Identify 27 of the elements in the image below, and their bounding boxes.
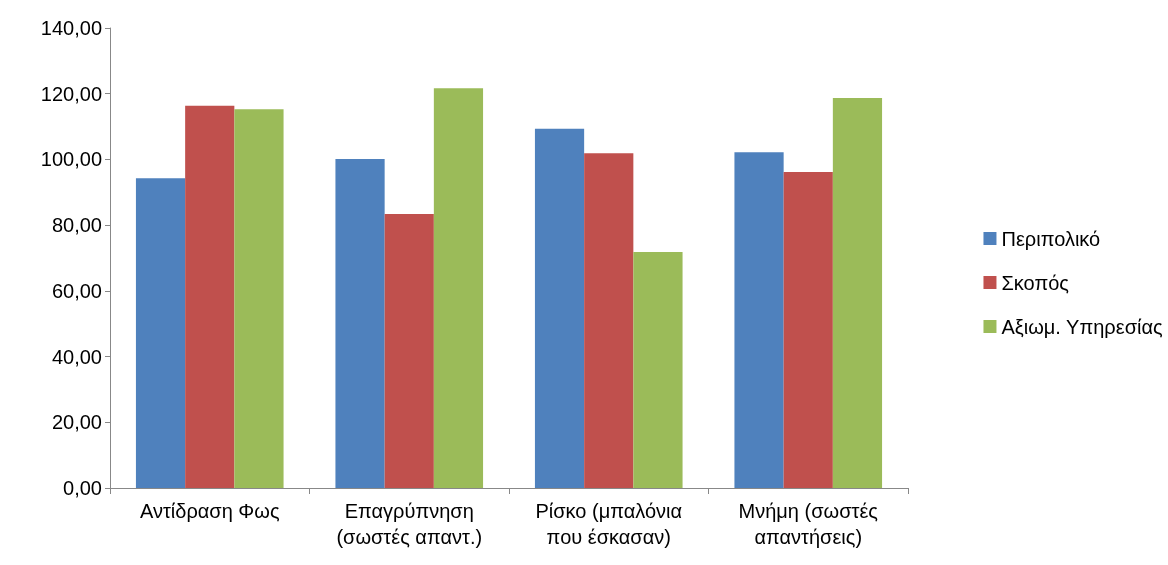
y-tick-label: 40,00 — [51, 345, 102, 368]
bar — [783, 171, 833, 488]
bar — [734, 152, 784, 488]
y-tick-label: 140,00 — [40, 17, 102, 39]
bar — [584, 153, 634, 488]
bar — [384, 213, 434, 488]
y-tick-label: 120,00 — [40, 82, 102, 105]
y-tick-label: 20,00 — [51, 411, 102, 434]
legend-label: Περιπολικό — [1001, 227, 1101, 250]
y-tick-label: 60,00 — [51, 279, 102, 302]
bar — [234, 109, 284, 488]
legend-label: Αξιωμ. Υπηρεσίας — [1001, 315, 1163, 338]
bar — [832, 97, 883, 488]
x-tick-label: Επαγρύπνηση (σωστές απαντ.) — [336, 500, 483, 548]
bar — [433, 88, 484, 488]
bar — [335, 159, 385, 488]
y-tick-label: 100,00 — [40, 148, 102, 171]
legend-label: Σκοπός — [1001, 271, 1070, 294]
bar — [185, 105, 235, 488]
y-tick-label: 80,00 — [51, 214, 102, 237]
y-tick-label: 0,00 — [63, 477, 102, 499]
bar — [135, 178, 186, 488]
bar — [534, 128, 585, 488]
x-tick-label: Αντίδραση Φως — [139, 500, 280, 522]
x-tick-label: Μνήμη (σωστές απαντήσεις) — [738, 500, 879, 548]
bar — [633, 252, 683, 488]
x-tick-label: Ρίσκο (μπαλόνια που έσκασαν) — [535, 500, 683, 548]
